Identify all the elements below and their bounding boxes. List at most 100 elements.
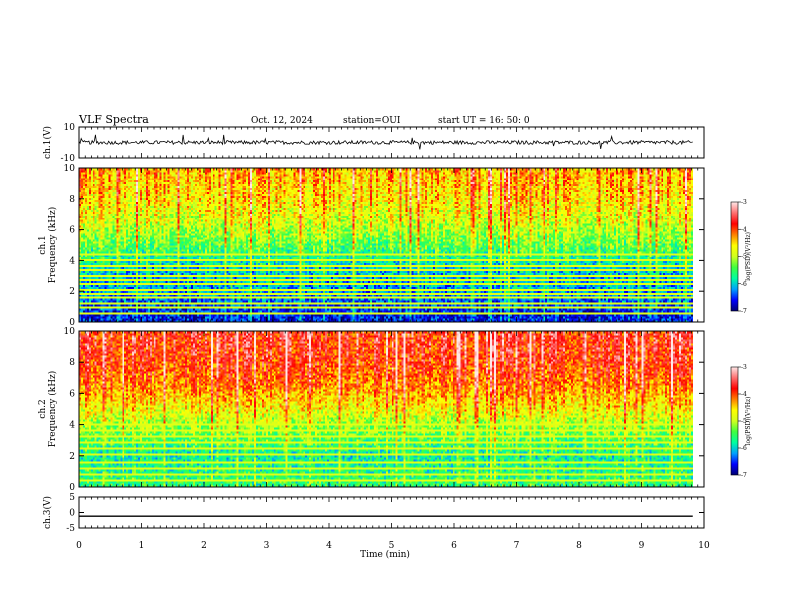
spectrogram-cell: [104, 231, 107, 234]
spectrogram-cell: [122, 286, 125, 289]
spectrogram-cell: [88, 179, 92, 183]
spectrogram-cell: [116, 248, 119, 252]
spectrogram-cell: [130, 308, 133, 311]
spectrogram-cell: [92, 302, 96, 305]
spectrogram-cell: [79, 223, 82, 226]
spectrogram-cell: [120, 175, 123, 179]
spectrogram-cell: [104, 320, 107, 323]
spectrogram-cell: [90, 310, 94, 313]
spectrogram-cell: [98, 310, 102, 313]
spectrogram-cell: [116, 310, 119, 313]
spectrogram-cell: [110, 223, 113, 226]
spectrogram-cell: [98, 215, 102, 218]
spectrogram-cell: [92, 187, 96, 191]
spectrogram-cell: [108, 314, 111, 317]
spectrogram-cell: [120, 179, 123, 183]
spectrogram-cell: [124, 181, 127, 185]
spectrogram-cell: [102, 258, 105, 262]
spectrogram-cell: [108, 306, 111, 309]
spectrogram-cell: [118, 296, 121, 299]
spectrogram-cell: [118, 252, 121, 256]
spectrogram-cell: [124, 264, 127, 268]
spectrogram-cell: [114, 286, 117, 289]
spectrogram-cell: [124, 239, 127, 242]
spectrogram-cell: [88, 248, 92, 252]
spectrogram-cell: [106, 290, 109, 293]
spectrogram-cell: [102, 211, 105, 214]
spectrogram-cell: [122, 175, 125, 179]
spectrogram-cell: [122, 229, 125, 232]
spectrogram-cell: [100, 254, 104, 258]
spectrogram-cell: [122, 302, 125, 305]
spectrogram-cell: [116, 205, 119, 208]
spectrogram-cell: [82, 264, 86, 268]
spectrogram-cell: [108, 187, 111, 191]
spectrogram-cell: [128, 318, 131, 321]
spectrogram-cell: [128, 221, 131, 224]
spectrogram-cell: [122, 217, 125, 220]
spectrogram-cell: [79, 310, 82, 313]
spectrogram-cell: [102, 308, 105, 311]
spectrogram-cell: [100, 258, 104, 262]
spectrogram-cell: [90, 268, 94, 272]
spectrogram-cell: [126, 245, 129, 248]
spectrogram-cell: [118, 292, 121, 295]
spectrogram-cell: [104, 312, 107, 315]
spectrogram-cell: [118, 207, 121, 210]
spectrogram-cell: [124, 231, 127, 234]
spectrogram-cell: [108, 219, 111, 222]
spectrogram-cell: [90, 195, 94, 199]
spectrogram-cell: [108, 243, 111, 246]
spectrogram-cell: [102, 288, 105, 291]
spectrogram-cell: [88, 219, 92, 222]
spectrogram-cell: [116, 290, 119, 293]
spectrogram-cell: [128, 246, 131, 250]
spectrogram-cell: [114, 292, 117, 295]
spectrogram-cell: [122, 268, 125, 272]
spectrogram-cell: [90, 241, 94, 244]
spectrogram-cell: [128, 264, 131, 268]
spectrogram-cell: [114, 272, 117, 276]
spectrogram-cell: [112, 189, 115, 193]
spectrogram-cell: [102, 177, 105, 181]
spectrogram-cell: [118, 231, 121, 234]
spectrogram-cell: [110, 290, 113, 293]
spectrogram-cell: [108, 221, 111, 224]
spectrogram-cell: [116, 316, 119, 319]
spectrogram-cell: [118, 183, 121, 187]
spectrogram-cell: [126, 225, 129, 228]
spectrogram-cell: [110, 168, 113, 171]
spectrogram-cell: [106, 294, 109, 297]
spectrogram-cell: [118, 177, 121, 181]
spectrogram-cell: [108, 296, 111, 299]
spectrogram-cell: [112, 264, 115, 268]
spectrogram-cell: [80, 282, 84, 285]
spectrogram-cell: [114, 258, 117, 262]
spectrogram-cell: [126, 276, 129, 279]
spectrogram-cell: [90, 239, 94, 242]
spectrogram-cell: [108, 201, 111, 204]
spectrogram-cell: [82, 187, 86, 191]
spectrogram-cell: [120, 191, 123, 195]
spectrogram-cell: [110, 195, 113, 199]
spectrogram-cell: [118, 171, 121, 175]
spectrogram-cell: [98, 193, 102, 197]
spectrogram-cell: [88, 290, 92, 293]
spectrogram-cell: [102, 229, 105, 232]
spectrogram-cell: [102, 266, 105, 270]
spectrogram-cell: [82, 292, 86, 295]
spectrogram-cell: [84, 169, 88, 173]
spectrogram-cell: [112, 221, 115, 224]
spectrogram-cell: [120, 256, 123, 260]
spectrogram-cell: [118, 316, 121, 319]
spectrogram-cell: [94, 286, 98, 289]
spectrogram-cell: [82, 231, 86, 234]
spectrogram-cell: [92, 223, 96, 226]
spectrogram-cell: [124, 320, 127, 323]
spectrogram-cell: [114, 219, 117, 222]
spectrogram-cell: [92, 243, 96, 246]
spectrogram-cell: [94, 205, 98, 208]
spectrogram-cell: [104, 213, 107, 216]
spectrogram-cell: [112, 252, 115, 256]
spectrogram-cell: [102, 270, 105, 274]
